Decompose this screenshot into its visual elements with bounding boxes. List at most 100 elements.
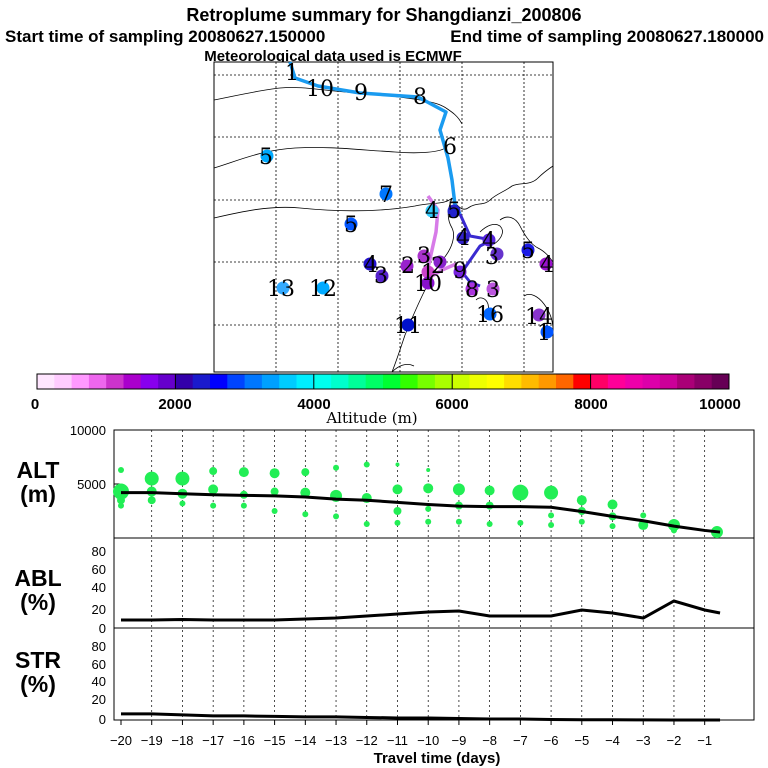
alt-cluster-dot (578, 518, 585, 525)
colorbar-cell (210, 374, 228, 389)
alt-cluster-dot (607, 499, 618, 510)
x-tick-label: −6 (544, 733, 559, 748)
abl-ytick-80: 80 (92, 544, 106, 559)
map-cluster-dots (260, 149, 554, 339)
colorbar-cell (434, 374, 453, 389)
x-tick-label: −10 (417, 733, 439, 748)
vertical-day-grid (151, 430, 706, 720)
colorbar-label: Altitude (m) (325, 409, 417, 427)
x-tick-label: −1 (697, 733, 712, 748)
x-tick-label: −3 (636, 733, 651, 748)
colorbar-cell (279, 374, 297, 389)
abl-line (121, 599, 721, 622)
alt-cluster-dot (179, 500, 186, 507)
colorbar-cell (71, 374, 90, 389)
alt-cluster-dot (670, 527, 677, 534)
alt-cluster-dot (333, 464, 340, 471)
colorbar-major-ticks (174, 374, 592, 389)
colorbar-cell (452, 374, 470, 389)
alt-cluster-dot (333, 513, 340, 520)
alt-cluster-dot (147, 496, 156, 505)
abl-label: ABL (14, 565, 61, 591)
time-series-panels: ALT (m) 10000 5000 ABL (%) 80 60 40 20 0… (14, 423, 755, 767)
colorbar-cell (296, 374, 315, 389)
colorbar-cell (244, 374, 263, 389)
colorbar-cell (331, 374, 349, 389)
colorbar-cell (37, 374, 55, 389)
map-cluster-dot (482, 233, 496, 247)
map-cluster-dot (417, 249, 431, 263)
end-sampling-text: End time of sampling 20080627.180000 (450, 27, 764, 46)
colorbar-cells (37, 374, 730, 389)
map-cluster-label: 4 (540, 253, 554, 278)
map-cluster-dot (486, 282, 500, 296)
alt-cluster-dot (395, 462, 400, 467)
str-label: STR (15, 647, 61, 673)
alt-ytick-10000: 10000 (70, 423, 106, 438)
map-cluster-dot (532, 308, 546, 322)
map-cluster-dot (276, 281, 290, 295)
map-cluster-dot (363, 257, 377, 271)
colorbar-cell (469, 374, 488, 389)
alt-cluster-dot (302, 511, 309, 518)
x-tick-label: −4 (605, 733, 620, 748)
alt-cluster-dots (113, 461, 723, 539)
altitude-colorbar: 0 2000 4000 6000 8000 10000 Altitude (m) (31, 373, 741, 427)
map-cluster-dot (483, 307, 497, 321)
map-cluster-label: 1 (421, 261, 435, 286)
map-cluster-dot (260, 149, 274, 163)
start-sampling-text: Start time of sampling 20080627.150000 (5, 27, 325, 46)
colorbar-cell (538, 374, 557, 389)
colorbar-cell (192, 374, 211, 389)
colorbar-tick-2000: 2000 (158, 396, 191, 413)
met-data-text: Meteorological data used is ECMWF (204, 48, 462, 65)
map-cluster-label: 14 (525, 305, 553, 330)
map-cluster-dot (540, 325, 554, 339)
alt-cluster-dot (548, 512, 555, 519)
map-cluster-dot (401, 318, 415, 332)
colorbar-cell (175, 374, 194, 389)
x-axis-ticks: −20 −19 −18 −17 −16 −15 −14 −13 −12 −11 −10 −9 −8 −7 −… (110, 720, 712, 748)
map-cluster-label: 1 (285, 61, 299, 86)
map-cluster-label: 8 (413, 85, 427, 110)
alt-cluster-dot (270, 487, 279, 496)
alt-cluster-dot (517, 519, 524, 526)
alt-cluster-dot (548, 522, 555, 529)
colorbar-cell (54, 374, 73, 389)
alt-cluster-dot (486, 520, 493, 527)
x-tick-label: −15 (264, 733, 286, 748)
alt-cluster-dot (425, 518, 432, 525)
map-cluster-dot (375, 269, 389, 283)
map-cluster-label: 3 (374, 264, 388, 289)
colorbar-cell (365, 374, 384, 389)
map-cluster-dot (316, 281, 330, 295)
x-tick-label: −14 (294, 733, 316, 748)
colorbar-cell (400, 374, 419, 389)
alt-cluster-dot (209, 467, 218, 476)
abl-unit: (%) (20, 589, 56, 615)
map-cluster-dot (465, 282, 479, 296)
colorbar-cell (556, 374, 574, 389)
alt-cluster-dot (363, 520, 370, 527)
map-cluster-label: 11 (394, 314, 422, 339)
x-tick-label: −17 (202, 733, 224, 748)
colorbar-cell (417, 374, 436, 389)
alt-cluster-dot (512, 484, 529, 501)
map-cluster-dot (453, 265, 467, 279)
map-cluster-label: 10 (414, 272, 442, 297)
x-tick-label: −18 (171, 733, 193, 748)
x-tick-label: −19 (141, 733, 163, 748)
alt-unit: (m) (20, 481, 56, 507)
alt-cluster-dot (240, 502, 247, 509)
alt-cluster-dot (423, 483, 434, 494)
colorbar-cell (590, 374, 609, 389)
colorbar-cell (573, 374, 592, 389)
map-cluster-dot (456, 231, 470, 245)
x-tick-label: −8 (482, 733, 497, 748)
alt-cluster-dot (118, 502, 124, 509)
alt-cluster-dot (609, 523, 616, 530)
str-ytick-80: 80 (92, 639, 106, 654)
